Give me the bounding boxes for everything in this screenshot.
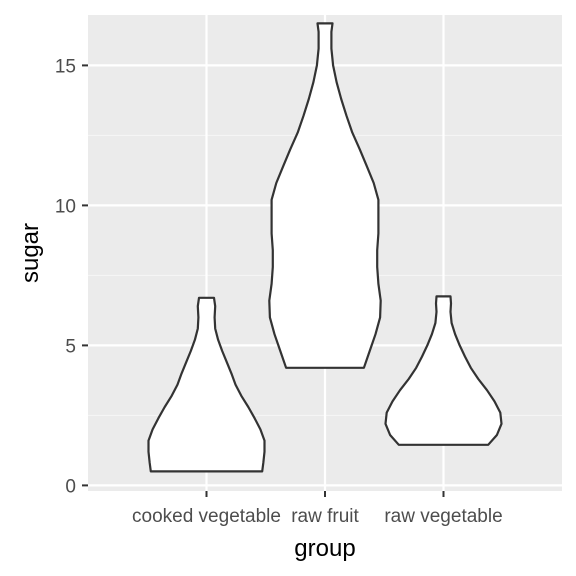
x-tick-label: cooked vegetable [132,506,281,527]
violin-raw-vegetable [384,295,503,446]
violin-cooked-vegetable [147,296,266,473]
violins [147,22,503,473]
y-axis: 0 5 10 15 [55,56,88,497]
y-tick-label: 5 [65,336,76,357]
y-axis-title: sugar [17,223,44,283]
x-axis-title: group [294,535,355,562]
violin-raw-fruit [268,22,382,369]
x-axis: cooked vegetable raw fruit raw vegetable [132,491,503,527]
y-tick-label: 10 [55,196,76,217]
x-tick-label: raw vegetable [384,506,502,527]
x-tick-label: raw fruit [291,506,359,527]
y-tick-label: 15 [55,56,76,77]
y-tick-label: 0 [65,476,76,497]
